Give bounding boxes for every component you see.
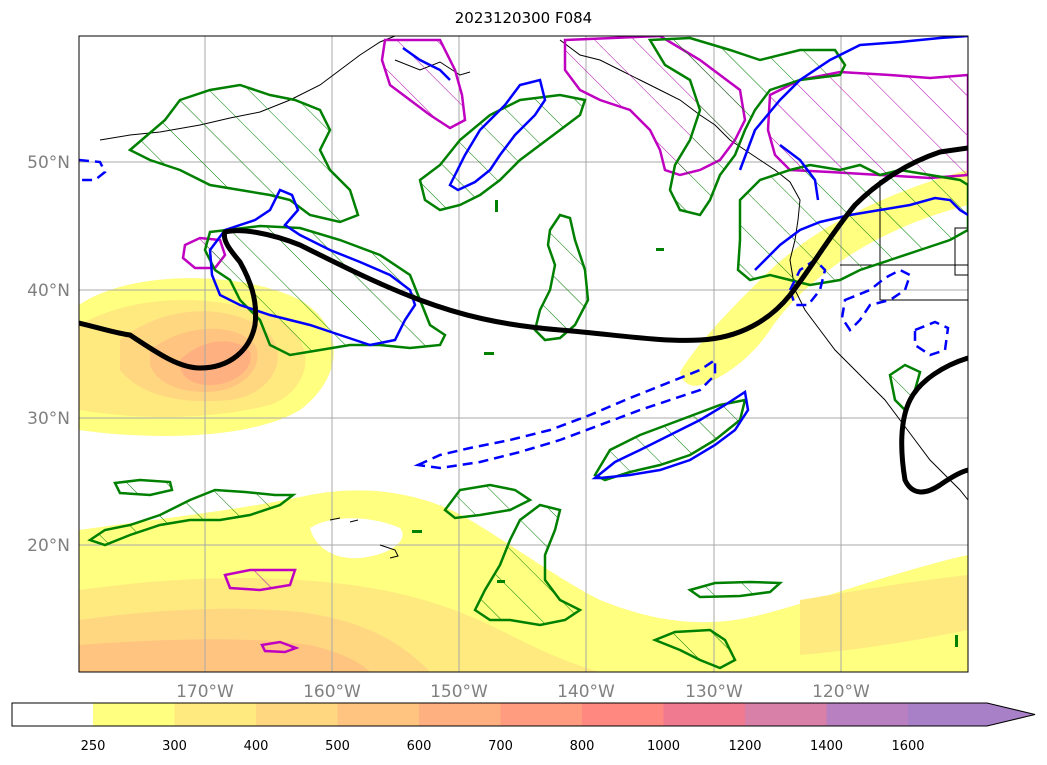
colorbar-tick-label: 1600 bbox=[891, 739, 924, 754]
lat-label-30n: 30°N bbox=[27, 409, 70, 429]
map-title: 2023120300 F084 bbox=[454, 9, 593, 27]
colorbar-cell bbox=[663, 703, 746, 726]
colorbar-below-range-cell bbox=[12, 703, 93, 726]
colorbar-cell bbox=[908, 703, 1035, 726]
colorbar-tick-label: 500 bbox=[325, 739, 350, 754]
colorbar-tick-label: 1000 bbox=[647, 739, 680, 754]
colorbar-cells bbox=[93, 703, 1035, 726]
colorbar-cell bbox=[582, 703, 664, 726]
colorbar-tick-label: 800 bbox=[570, 739, 595, 754]
colorbar-tick-label: 700 bbox=[488, 739, 513, 754]
lat-label-40n: 40°N bbox=[27, 281, 70, 301]
lat-label-50n: 50°N bbox=[27, 153, 70, 173]
colorbar-frame bbox=[11, 702, 1036, 727]
lon-label-130w: 130°W bbox=[685, 682, 743, 702]
colorbar-cell bbox=[93, 703, 175, 726]
latitude-labels: 50°N 40°N 30°N 20°N bbox=[27, 153, 70, 556]
small-islands bbox=[412, 200, 958, 647]
solid-blue-contours bbox=[208, 36, 968, 480]
thick-black-contour bbox=[79, 145, 968, 495]
colorbar-tick-label: 1200 bbox=[728, 739, 761, 754]
lat-label-20n: 20°N bbox=[27, 536, 70, 556]
colorbar-tick-labels: 250 300 400 500 600 700 800 1000 1200 1400 1600 bbox=[81, 739, 925, 754]
colorbar-tick-label: 250 bbox=[81, 739, 106, 754]
colorbar-cell bbox=[419, 703, 501, 726]
green-hatched-regions bbox=[87, 36, 968, 670]
colorbar-cell bbox=[500, 703, 583, 726]
colorbar-tick-label: 300 bbox=[162, 739, 187, 754]
longitude-labels: 170°W 160°W 150°W 140°W 130°W 120°W bbox=[176, 682, 870, 702]
colorbar-cell bbox=[337, 703, 420, 726]
colorbar-tick-label: 400 bbox=[244, 739, 269, 754]
dashed-blue-contours bbox=[79, 158, 950, 470]
lon-label-120w: 120°W bbox=[812, 682, 870, 702]
lon-label-160w: 160°W bbox=[303, 682, 361, 702]
map-frame bbox=[78, 35, 969, 673]
colorbar-tick-label: 1400 bbox=[810, 739, 843, 754]
colorbar-cell bbox=[256, 703, 338, 726]
colorbar-tick-label: 600 bbox=[407, 739, 432, 754]
colorbar-cell bbox=[174, 703, 257, 726]
lon-label-150w: 150°W bbox=[430, 682, 488, 702]
lon-label-170w: 170°W bbox=[176, 682, 234, 702]
colorbar-cell bbox=[745, 703, 827, 726]
lon-label-140w: 140°W bbox=[557, 682, 615, 702]
colorbar: 250 300 400 500 600 700 800 1000 1200 1400 1600 bbox=[11, 702, 1036, 754]
map-panel bbox=[79, 36, 968, 672]
colorbar-cell bbox=[826, 703, 909, 726]
